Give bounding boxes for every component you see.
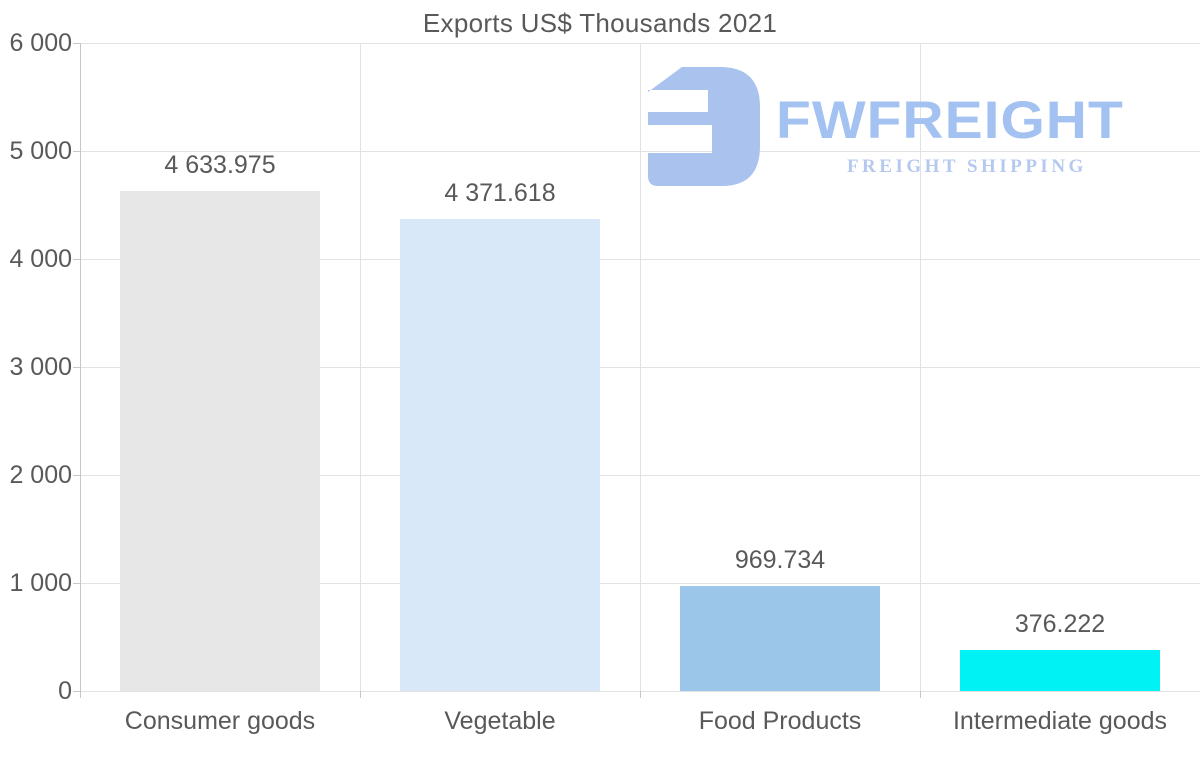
y-axis-tick	[73, 583, 80, 584]
bar	[960, 650, 1160, 691]
bar-value-label: 376.222	[1014, 610, 1106, 639]
bar-value-label: 4 371.618	[444, 178, 556, 207]
y-tick-label: 2 000	[9, 461, 72, 489]
grid-line-v	[640, 43, 641, 691]
bar	[120, 190, 320, 691]
bar-value-label: 969.734	[734, 546, 826, 575]
x-axis-tick	[920, 691, 921, 698]
category-label: Vegetable	[444, 707, 556, 735]
y-axis-tick	[73, 259, 80, 260]
x-axis-tick	[360, 691, 361, 698]
grid-line-v	[360, 43, 361, 691]
y-tick-label: 4 000	[9, 245, 72, 273]
grid-line-v	[920, 43, 921, 691]
category-label: Food Products	[698, 707, 862, 735]
bar	[400, 218, 600, 691]
fwfreight-logo: FWFREIGHT FREIGHT SHIPPING	[648, 67, 1124, 186]
y-tick-label: 3 000	[9, 353, 72, 381]
category-label: Consumer goods	[124, 707, 316, 735]
y-axis-tick	[73, 475, 80, 476]
y-axis-tick	[73, 691, 80, 692]
y-tick-label: 0	[58, 677, 72, 705]
logo-wordmark: FWFREIGHT	[776, 91, 1124, 151]
x-axis-tick	[640, 691, 641, 698]
y-axis-tick	[73, 43, 80, 44]
bar	[680, 586, 880, 691]
x-axis-tick	[80, 691, 81, 698]
fwfreight-monogram-icon	[648, 67, 760, 186]
y-tick-label: 5 000	[9, 137, 72, 165]
y-axis-tick	[73, 367, 80, 368]
y-axis-tick	[73, 151, 80, 152]
y-tick-label: 6 000	[9, 29, 72, 57]
logo-text-block: FWFREIGHT FREIGHT SHIPPING	[776, 95, 1124, 178]
logo-tagline: FREIGHT SHIPPING	[846, 156, 1087, 177]
bar-value-label: 4 633.975	[164, 150, 276, 179]
y-axis-line	[80, 43, 81, 692]
y-tick-label: 1 000	[9, 569, 72, 597]
category-label: Intermediate goods	[952, 707, 1168, 735]
chart-title: Exports US$ Thousands 2021	[422, 8, 778, 38]
